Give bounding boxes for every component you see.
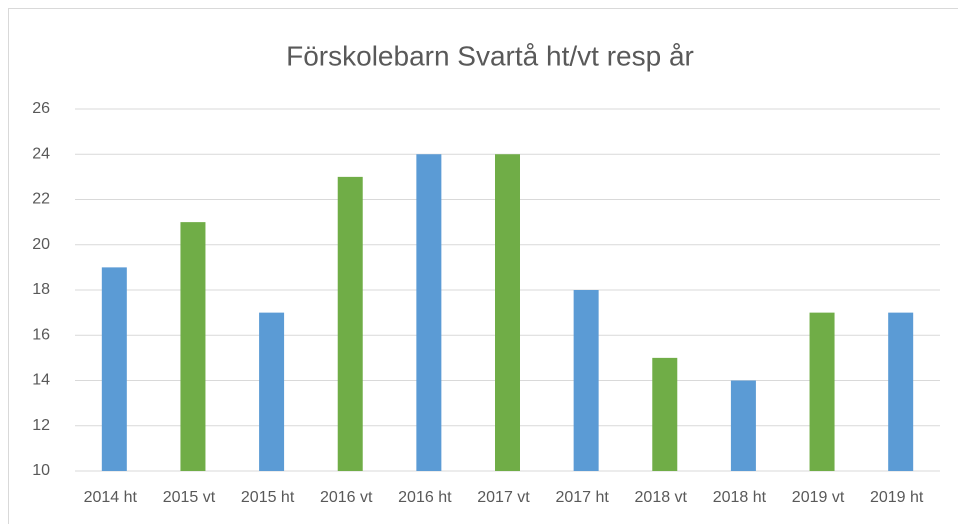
x-tick-label: 2018 vt: [635, 489, 688, 506]
bar: [101, 267, 127, 471]
y-tick-label: 20: [32, 236, 50, 253]
x-tick-label: 2015 ht: [241, 489, 295, 506]
y-tick-label: 16: [32, 326, 50, 343]
x-tick-label: 2014 ht: [84, 489, 138, 506]
x-tick-label: 2017 vt: [477, 489, 530, 506]
bar: [573, 290, 599, 471]
bar: [495, 154, 520, 471]
bar: [259, 312, 285, 471]
y-tick-label: 12: [32, 417, 50, 434]
bar: [337, 176, 363, 471]
bar: [888, 312, 914, 471]
x-tick-label: 2018 ht: [713, 489, 767, 506]
bar: [416, 154, 442, 471]
x-tick-label: 2019 ht: [870, 489, 924, 506]
bar: [809, 312, 835, 471]
y-tick-label: 10: [32, 462, 50, 479]
bar: [652, 357, 678, 471]
bar: [180, 222, 206, 471]
y-tick-label: 26: [32, 100, 50, 117]
x-tick-label: 2016 ht: [398, 489, 452, 506]
x-tick-label: 2015 vt: [163, 489, 216, 506]
x-tick-label: 2019 vt: [792, 489, 845, 506]
y-tick-label: 14: [32, 372, 50, 389]
chart-border: [8, 8, 958, 524]
x-tick-label: 2016 vt: [320, 489, 373, 506]
y-tick-label: 18: [32, 281, 50, 298]
y-tick-label: 24: [32, 145, 50, 162]
bar: [730, 380, 756, 471]
y-tick-label: 22: [32, 191, 50, 208]
x-tick-label: 2017 ht: [555, 489, 609, 506]
chart-title: Förskolebarn Svartå ht/vt resp år: [286, 40, 694, 71]
